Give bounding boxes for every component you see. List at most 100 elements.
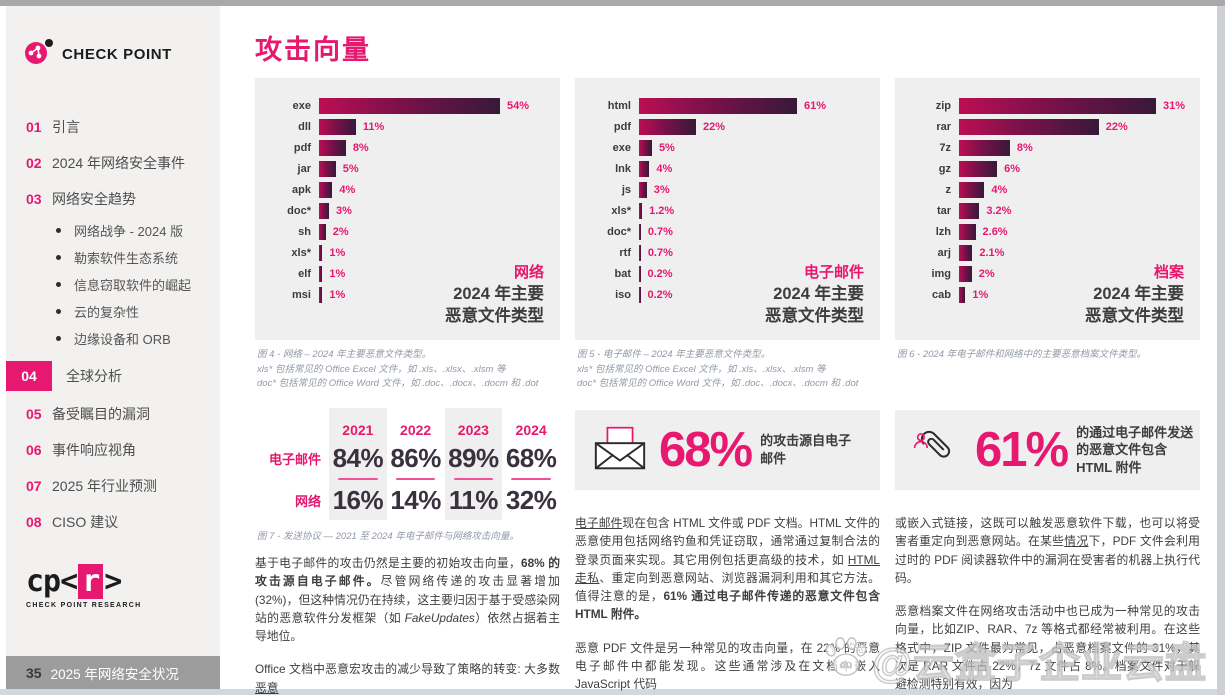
bar-label: html (607, 99, 631, 112)
figure-4-caption: 图 4 - 网络 – 2024 年主要恶意文件类型。 xls* 包括常见的 Off… (257, 348, 538, 392)
sidebar-item-label: 网络安全趋势 (52, 191, 136, 207)
year-header: 2022 (400, 421, 432, 438)
bar-row: rtf 0.7% (587, 242, 872, 263)
bar-value-label: 2% (978, 267, 995, 280)
text-link[interactable]: 情况 (1064, 534, 1089, 549)
bar (639, 286, 641, 303)
bar-label: bat (614, 267, 632, 280)
sidebar-item-07[interactable]: 07 2025 年行业预测 (6, 468, 220, 504)
sidebar-subitem[interactable]: 边缘设备和 ORB (6, 325, 220, 352)
sidebar-subitem-label: 云的复杂性 (74, 305, 140, 320)
bar-label: z (945, 183, 952, 196)
bar-row: pdf 8% (267, 137, 552, 158)
bar-label: doc* (287, 204, 311, 217)
bar-value-label: 31% (1163, 99, 1186, 112)
divider (338, 478, 378, 481)
stat-description: 的通过电子邮件发送的恶意文件包含 HTML 附件 (1076, 424, 1194, 475)
bar-label: xls* (291, 246, 311, 259)
stat-value: 68% (659, 423, 753, 477)
sidebar-subitem[interactable]: 信息窃取软件的崛起 (6, 271, 220, 298)
text-segment: 恶意 PDF 文件是另一种常见的攻击向量，在 22% 的恶意电子邮件中都能发现。… (575, 640, 880, 692)
bar-value-label: 2.1% (979, 246, 1005, 259)
bar-value-label: 22% (1105, 120, 1128, 133)
bar-label: js (621, 183, 631, 196)
protocol-table: 电子邮件 网络 2021 84% 16% 2022 86% 14% 2023 89% 11% 20… (255, 408, 560, 520)
web-share-value: 32% (505, 484, 557, 515)
text-link[interactable]: 电子邮件 (575, 516, 623, 530)
text-segment: 尽管网络传递的攻击显著增加 (32%)，但这种情况仍在持续，这主要归因于基于受感… (255, 574, 560, 625)
text-link[interactable]: 恶意 (255, 680, 279, 695)
bar-label: jar (297, 162, 311, 175)
bar-value-label: 4% (991, 183, 1008, 196)
sidebar-item-number: 02 (26, 155, 42, 171)
baidu-paw-icon: du (822, 635, 870, 684)
sidebar-item-08[interactable]: 08 CISO 建议 (6, 504, 220, 540)
bar-label: apk (292, 183, 311, 196)
bar-row: jar 5% (267, 158, 552, 179)
bar-value-label: 8% (352, 141, 369, 154)
bullet-icon (56, 228, 61, 233)
bar (319, 265, 323, 282)
bar-label: elf (298, 267, 311, 280)
checkpoint-logo-icon (24, 38, 54, 71)
bar (959, 244, 973, 261)
bar (319, 223, 326, 240)
bar-value-label: 0.7% (647, 225, 673, 238)
page-title: 攻击向量 (255, 35, 371, 65)
bar-value-label: 4% (656, 162, 673, 175)
bar-label: dll (298, 120, 311, 133)
bar (959, 265, 972, 282)
paragraph: 或嵌入式链接，这既可以触发恶意软件下载，也可以将受害者重定向到恶意网站。在某些情… (895, 514, 1200, 587)
sidebar-item-05[interactable]: 05 备受瞩目的漏洞 (6, 396, 220, 432)
text-segment: 、重定向到恶意网站、浏览器漏洞利用和其它方法。值得注意的是， (575, 570, 880, 604)
stat-description: 的攻击源自电子邮件 (760, 433, 852, 466)
text-link[interactable]: HTML 走私 (575, 552, 880, 585)
sidebar-item-03[interactable]: 03 网络安全趋势 (6, 181, 220, 217)
sidebar-subitem[interactable]: 云的复杂性 (6, 298, 220, 325)
chart-corner-label: 电子邮件 2024 年主要 恶意文件类型 (765, 264, 864, 325)
sidebar-item-02[interactable]: 02 2024 年网络安全事件 (6, 145, 220, 181)
bar-value-label: 1% (329, 267, 346, 280)
bar (959, 97, 1156, 114)
row-label-email: 电子邮件 (268, 451, 321, 467)
row-label-web: 网络 (294, 493, 321, 509)
bar-row: cab 1% (907, 284, 1192, 305)
sidebar-item-01[interactable]: 01 引言 (6, 109, 220, 145)
sidebar-item-06[interactable]: 06 事件响应视角 (6, 432, 220, 468)
sidebar-item-label: 2025 年行业预测 (52, 478, 158, 494)
caption-line: doc* 包括常见的 Office Word 文件，如 .doc、.docx、.… (257, 378, 539, 390)
bar (959, 181, 985, 198)
bar-value-label: 11% (362, 120, 385, 133)
bullet-icon (56, 255, 61, 260)
year-header: 2023 (457, 421, 489, 438)
bar-row: exe 5% (587, 137, 872, 158)
checkpoint-research-logo: cp< r > CHECK POINT RESEARCH (26, 564, 141, 609)
sidebar-subitem-label: 网络战争 - 2024 版 (74, 224, 184, 239)
sidebar-item-04[interactable]: 04 全球分析 (6, 358, 220, 394)
bar (319, 97, 500, 114)
bar (639, 244, 641, 261)
bar-label: tar (936, 204, 951, 217)
protocol-table-column-2023: 2023 89% 11% (444, 408, 503, 520)
bar-value-label: 8% (1016, 141, 1033, 154)
bar-label: rtf (619, 246, 631, 259)
bar-row: lnk 4% (587, 158, 872, 179)
bar-row: xls* 1.2% (587, 200, 872, 221)
bar-row: xls* 1% (267, 242, 552, 263)
bar-label: exe (612, 141, 631, 154)
bar-row: zip 31% (907, 95, 1192, 116)
bar-row: dll 11% (267, 116, 552, 137)
year-header: 2021 (342, 421, 374, 438)
paragraph: 恶意 PDF 文件是另一种常见的攻击向量，在 22% 的恶意电子邮件中都能发现。… (575, 639, 880, 694)
stat-value: 61% (975, 423, 1069, 477)
sidebar-subitem-label: 边缘设备和 ORB (74, 332, 171, 347)
sidebar-subitem[interactable]: 勒索软件生态系统 (6, 244, 220, 271)
sidebar-subitem[interactable]: 网络战争 - 2024 版 (6, 217, 220, 244)
bar-label: pdf (613, 120, 631, 133)
body-text-column-1: 基于电子邮件的攻击仍然是主要的初始攻击向量，68% 的攻击源自电子邮件。尽管网络… (255, 554, 560, 695)
bar-row: 7z 8% (907, 137, 1192, 158)
sidebar-item-number: 07 (26, 478, 42, 494)
protocol-table-column-2024: 2024 68% 32% (502, 408, 560, 520)
bar-row: msi 1% (267, 284, 552, 305)
sidebar-item-label: CISO 建议 (52, 514, 119, 530)
